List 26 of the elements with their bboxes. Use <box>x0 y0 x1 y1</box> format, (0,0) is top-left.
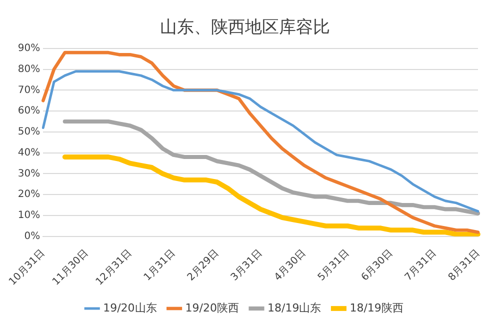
legend-label: 18/19山东 <box>268 301 322 314</box>
legend-label: 18/19陕西 <box>350 301 404 314</box>
x-tick-label: 2月29日 <box>186 248 222 284</box>
legend-label: 19/20山东 <box>103 301 157 314</box>
legend-label: 19/20陕西 <box>185 301 240 314</box>
x-tick-label: 4月30日 <box>272 248 308 284</box>
x-tick-label: 11月30日 <box>50 248 91 288</box>
x-tick-label: 3月31日 <box>229 248 265 284</box>
y-tick-label: 60% <box>18 106 40 117</box>
x-tick-label: 12月31日 <box>94 248 134 288</box>
x-tick-label: 5月31日 <box>316 248 352 284</box>
x-tick-label: 6月30日 <box>360 248 395 284</box>
x-tick-label: 1月31日 <box>142 248 178 284</box>
chart-title: 山东、陕西地区库容比 <box>160 18 330 38</box>
y-tick-label: 90% <box>18 42 40 54</box>
y-tick-label: 80% <box>18 64 40 75</box>
y-tick-label: 40% <box>18 147 40 158</box>
x-tick-label: 10月31日 <box>7 248 48 288</box>
y-tick-label: 20% <box>18 189 40 200</box>
y-tick-label: 0% <box>24 230 40 242</box>
x-tick-label: 7月31日 <box>403 248 438 284</box>
x-tick-label: 8月31日 <box>446 248 482 284</box>
y-tick-label: 10% <box>18 210 40 222</box>
y-tick-label: 50% <box>18 126 40 138</box>
y-tick-label: 30% <box>18 168 40 180</box>
y-tick-label: 70% <box>18 84 40 96</box>
